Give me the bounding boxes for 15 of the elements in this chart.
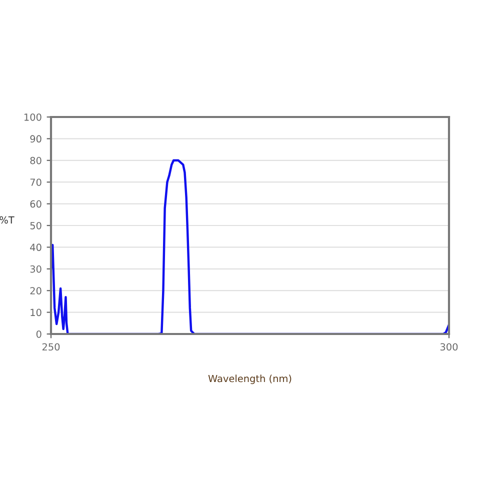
x-axis-title: Wavelength (nm)	[208, 374, 292, 384]
y-tick-label: 10	[30, 308, 42, 316]
y-axis-title: %T	[0, 216, 14, 224]
y-tick-label: 50	[30, 222, 42, 230]
y-tick-label: 80	[30, 156, 42, 164]
y-tick-label: 40	[30, 244, 42, 252]
y-tick-label: 70	[30, 178, 42, 186]
y-tick-label: 60	[30, 200, 42, 208]
y-tick-label: 20	[30, 287, 42, 294]
y-tick-label: 100	[24, 113, 42, 121]
x-tick-label: 250	[42, 343, 60, 351]
y-tick-label: 90	[30, 135, 42, 143]
y-tick-label: 0	[36, 330, 42, 338]
x-tick-label: 300	[440, 343, 458, 351]
y-tick-label: 30	[30, 265, 42, 273]
